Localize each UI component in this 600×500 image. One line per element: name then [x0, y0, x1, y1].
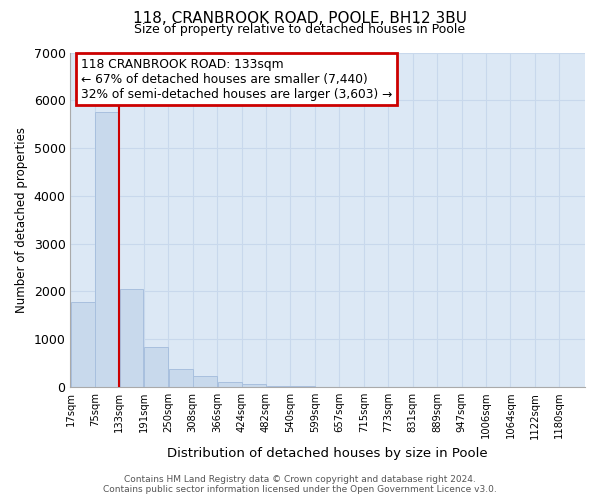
Bar	[218, 382, 242, 387]
Bar	[71, 302, 95, 387]
Text: 118, CRANBROOK ROAD, POOLE, BH12 3BU: 118, CRANBROOK ROAD, POOLE, BH12 3BU	[133, 11, 467, 26]
Bar	[242, 384, 266, 387]
Y-axis label: Number of detached properties: Number of detached properties	[15, 127, 28, 313]
Bar	[95, 112, 119, 387]
Bar	[193, 376, 217, 387]
Text: Contains HM Land Registry data © Crown copyright and database right 2024.
Contai: Contains HM Land Registry data © Crown c…	[103, 474, 497, 494]
Bar	[119, 288, 143, 387]
Text: Size of property relative to detached houses in Poole: Size of property relative to detached ho…	[134, 22, 466, 36]
Bar	[267, 386, 290, 387]
Bar	[291, 386, 315, 387]
X-axis label: Distribution of detached houses by size in Poole: Distribution of detached houses by size …	[167, 447, 488, 460]
Bar	[144, 348, 168, 387]
Bar	[169, 369, 193, 387]
Text: 118 CRANBROOK ROAD: 133sqm
← 67% of detached houses are smaller (7,440)
32% of s: 118 CRANBROOK ROAD: 133sqm ← 67% of deta…	[81, 58, 392, 100]
